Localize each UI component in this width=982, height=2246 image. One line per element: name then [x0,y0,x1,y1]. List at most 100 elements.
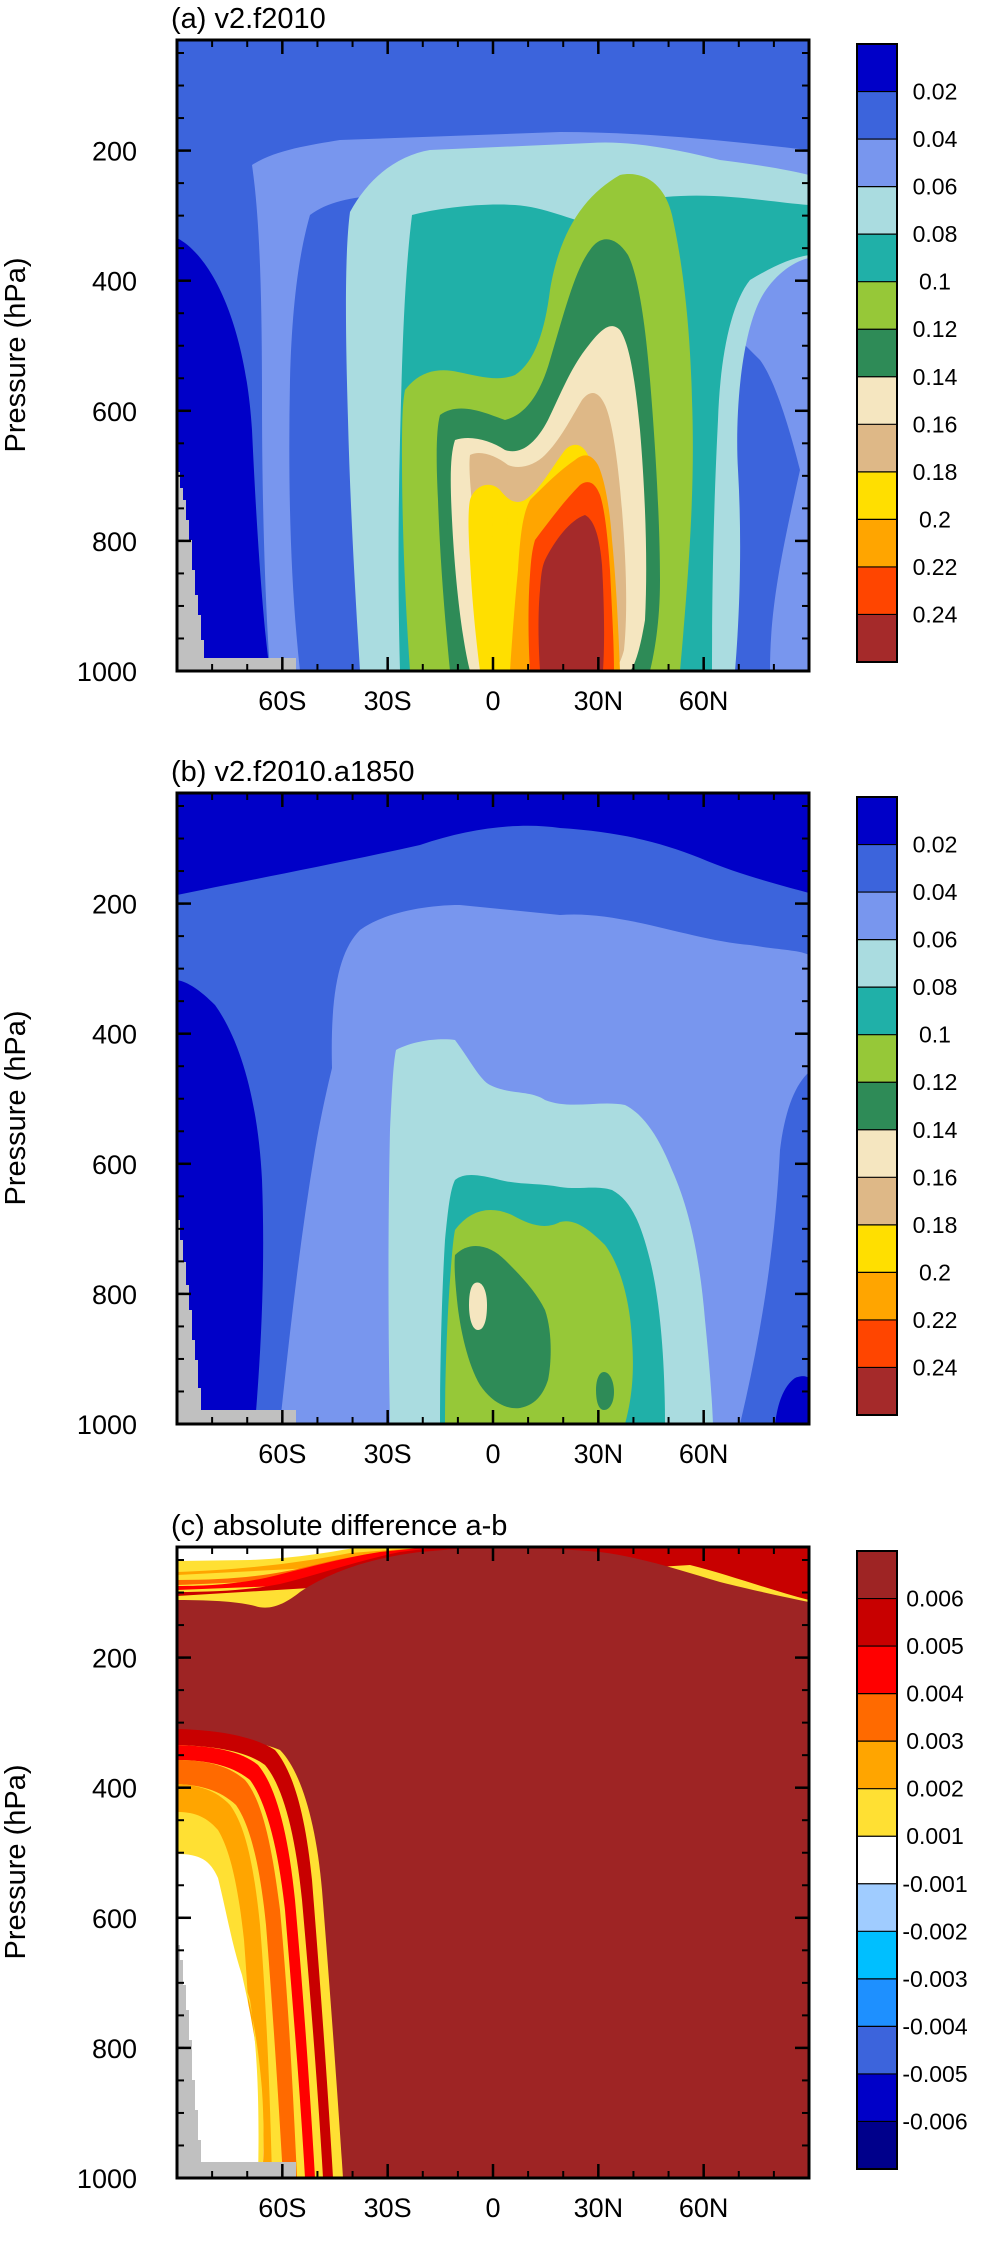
panel-c-colorbar: 0.006 0.005 0.004 0.003 0.002 0.001 -0.001 -0.0… [856,1550,968,2170]
colorbar-swatch [857,1978,897,2027]
x-tick-label: 30S [364,1439,412,1469]
colorbar-swatch [857,1883,897,1932]
y-tick-label: 400 [92,1020,137,1050]
colorbar-swatch [857,939,897,988]
colorbar-swatch [857,91,897,140]
x-tick-label: 60N [679,1439,729,1469]
colorbar-label: 0.22 [913,554,958,580]
colorbar-label: 0.002 [906,1776,964,1802]
x-tick-label: 60N [679,2193,729,2223]
colorbar-swatch [857,1646,897,1695]
panel-b-axes: 60S 30S 0 30N 60N 200 400 600 800 1000 [77,793,809,1469]
x-tick-label: 60S [258,2193,306,2223]
panel-b: (b) v2.f2010.a1850 60S 30S 0 30N 60N20040060… [0,756,958,1469]
colorbar-swatch [857,471,897,520]
y-tick-label: 1000 [77,1410,137,1440]
colorbar-label: 0.04 [913,126,958,152]
panel-b-title: (b) v2.f2010.a1850 [171,756,414,788]
colorbar-swatch [857,376,897,425]
colorbar-swatch [857,281,897,330]
y-tick-label: 800 [92,2034,137,2064]
panel-a-axes: 60S 30S 0 30N 60N 200 400 600 800 1000 [77,40,809,716]
colorbar-label: 0.001 [906,1823,964,1849]
colorbar-swatch [857,139,897,188]
colorbar-label: 0.12 [913,1069,958,1095]
colorbar-swatch [857,1224,897,1273]
colorbar-label: 0.14 [913,1117,958,1143]
panel-a: (a) v2.f2010 60S 30S 0 30N 60N 200 400 600 800 10… [0,3,958,716]
colorbar-swatch [857,1177,897,1226]
colorbar-frame [856,796,898,1416]
colorbar-label: 0.006 [906,1586,964,1612]
colorbar-label: 0.16 [913,411,958,437]
colorbar-label: -0.001 [902,1871,967,1897]
y-tick-label: 200 [92,890,137,920]
colorbar-label: -0.003 [902,1966,967,1992]
panel-b-contour-field [177,793,809,1424]
colorbar-swatch [857,1082,897,1131]
colorbar-label: -0.004 [902,2013,967,2039]
colorbar-swatch [857,1741,897,1790]
colorbar-swatch [857,1034,897,1083]
x-tick-label: 30S [364,686,412,716]
colorbar-label: 0.18 [913,459,958,485]
y-tick-label: 1000 [77,2164,137,2194]
colorbar-frame [856,43,898,663]
x-tick-label: 30N [574,1439,624,1469]
x-tick-label: 30N [574,686,624,716]
colorbar-label: 0.24 [913,601,958,627]
colorbar-swatch [857,614,897,663]
colorbar-label: 0.1 [919,269,951,295]
colorbar-swatch [857,1551,897,1600]
y-tick-label: 600 [92,397,137,427]
y-tick-label: 800 [92,1280,137,1310]
colorbar-label: 0.02 [913,79,958,105]
colorbar-swatch [857,2121,897,2170]
colorbar-swatch [857,1367,897,1416]
colorbar-swatch [857,519,897,568]
colorbar-swatch [857,234,897,283]
colorbar-swatch [857,2026,897,2075]
colorbar-swatch [857,1788,897,1837]
colorbar-label: 0.18 [913,1212,958,1238]
colorbar-swatch [857,1931,897,1980]
colorbar-swatch [857,1598,897,1647]
y-tick-label: 600 [92,1150,137,1180]
colorbar-label: 0.06 [913,174,958,200]
panel-a-contour-field [177,40,809,671]
colorbar-label: -0.002 [902,1918,967,1944]
colorbar-swatch [857,424,897,473]
colorbar-swatch [857,1693,897,1742]
colorbar-label: 0.16 [913,1164,958,1190]
panel-a-ylabel: Pressure (hPa) [0,257,32,452]
y-tick-label: 400 [92,267,137,297]
y-tick-label: 200 [92,1644,137,1674]
colorbar-label: 0.22 [913,1307,958,1333]
colorbar-label: 0.004 [906,1681,964,1707]
colorbar-swatch [857,1836,897,1885]
y-tick-label: 600 [92,1904,137,1934]
y-tick-label: 200 [92,137,137,167]
panel-c-ylabel: Pressure (hPa) [0,1764,32,1959]
colorbar-swatch [857,1319,897,1368]
panel-c-title: (c) absolute difference a-b [171,1510,507,1542]
y-tick-label: 800 [92,527,137,557]
colorbar-swatch [857,44,897,93]
colorbar-label: 0.2 [919,506,951,532]
panel-a-colorbar: 0.02 0.04 0.06 0.08 0.1 0.12 0.14 0.16 0.18 0.2 0.… [856,43,958,663]
y-tick-label: 400 [92,1774,137,1804]
x-tick-label: 60S [258,1439,306,1469]
colorbar-label: 0.14 [913,364,958,390]
x-tick-label: 0 [485,1439,500,1469]
panel-c: (c) absolute difference a-b 60S 30S 0 30N 60… [0,1510,968,2223]
colorbar-label: 0.04 [913,879,958,905]
colorbar-label: 0.1 [919,1022,951,1048]
colorbar-label: 0.2 [919,1259,951,1285]
colorbar-label: 0.06 [913,927,958,953]
colorbar-swatch [857,186,897,235]
colorbar-swatch [857,1129,897,1178]
colorbar-label: 0.08 [913,974,958,1000]
colorbar-swatch [857,329,897,378]
panel-b-ylabel: Pressure (hPa) [0,1010,32,1205]
